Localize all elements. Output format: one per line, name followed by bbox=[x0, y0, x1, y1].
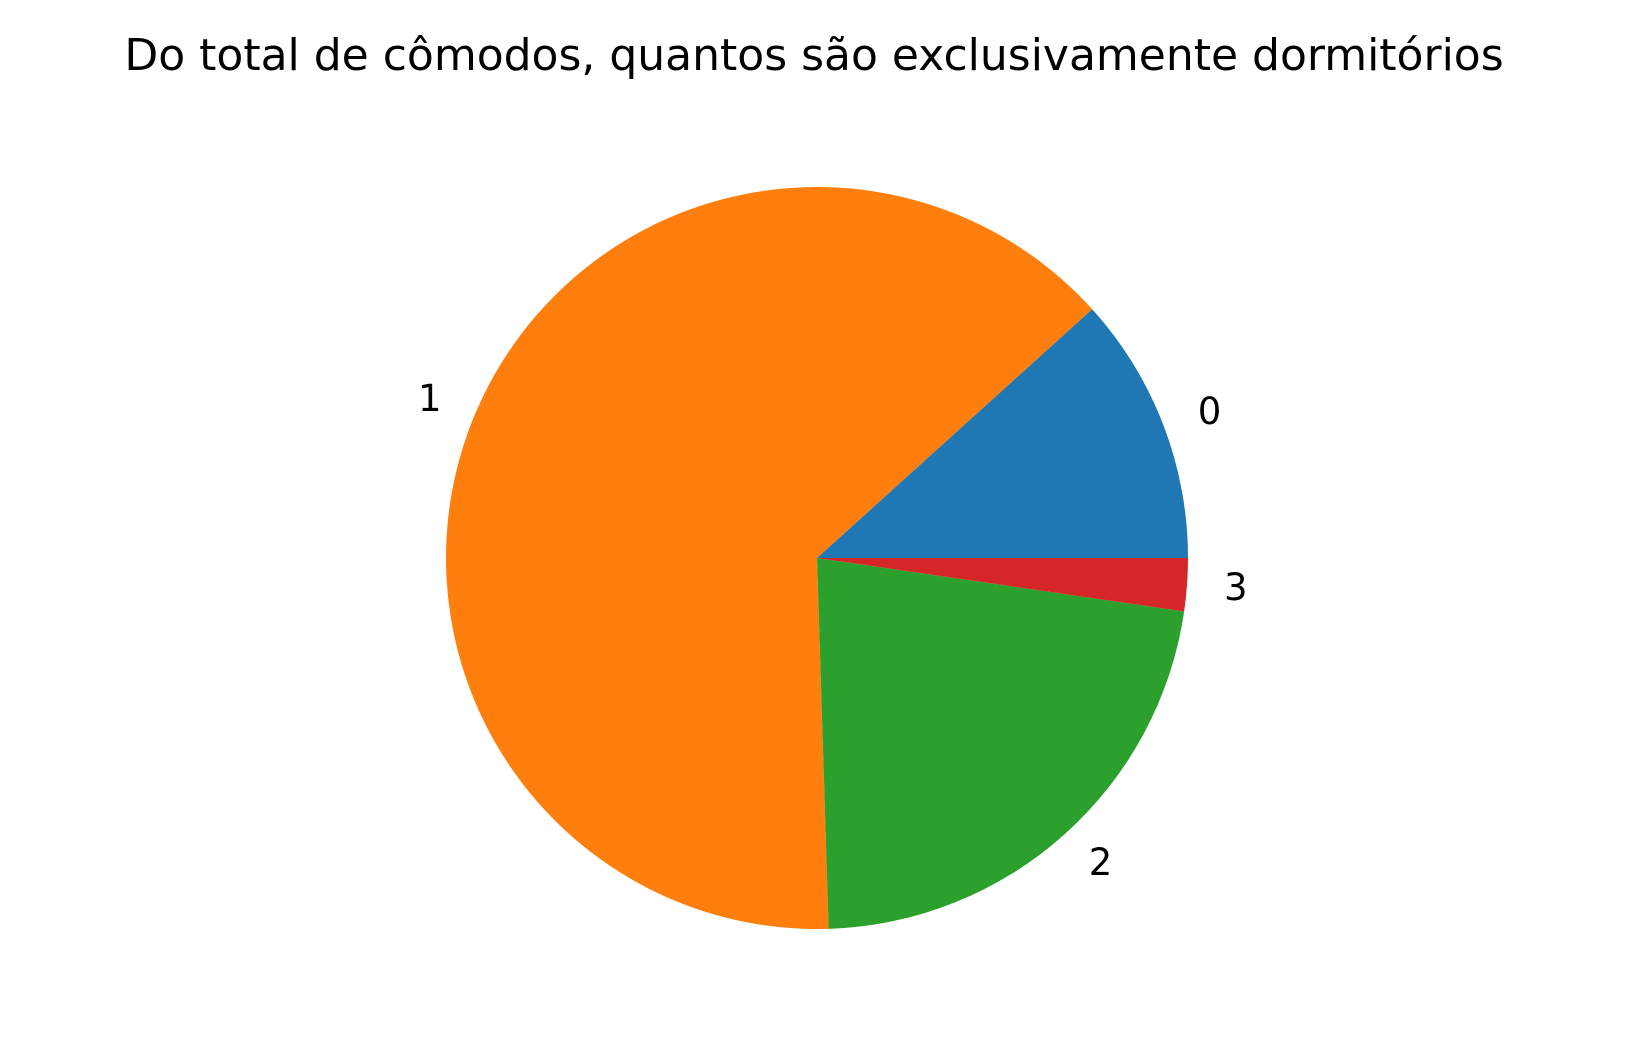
pie-label-2: 2 bbox=[1089, 841, 1113, 884]
pie-label-3: 3 bbox=[1224, 566, 1248, 609]
pie-slice-0 bbox=[817, 309, 1188, 558]
pie-slice-1 bbox=[446, 187, 1093, 930]
pie-label-1: 1 bbox=[418, 377, 442, 420]
chart-title: Do total de cômodos, quantos são exclusi… bbox=[124, 30, 1503, 81]
pie-label-0: 0 bbox=[1198, 390, 1222, 433]
pie-labels: 0 1 2 3 bbox=[418, 377, 1248, 884]
pie-slices bbox=[446, 187, 1188, 930]
pie-slice-2 bbox=[817, 558, 1185, 929]
pie-slice-3 bbox=[817, 558, 1188, 612]
